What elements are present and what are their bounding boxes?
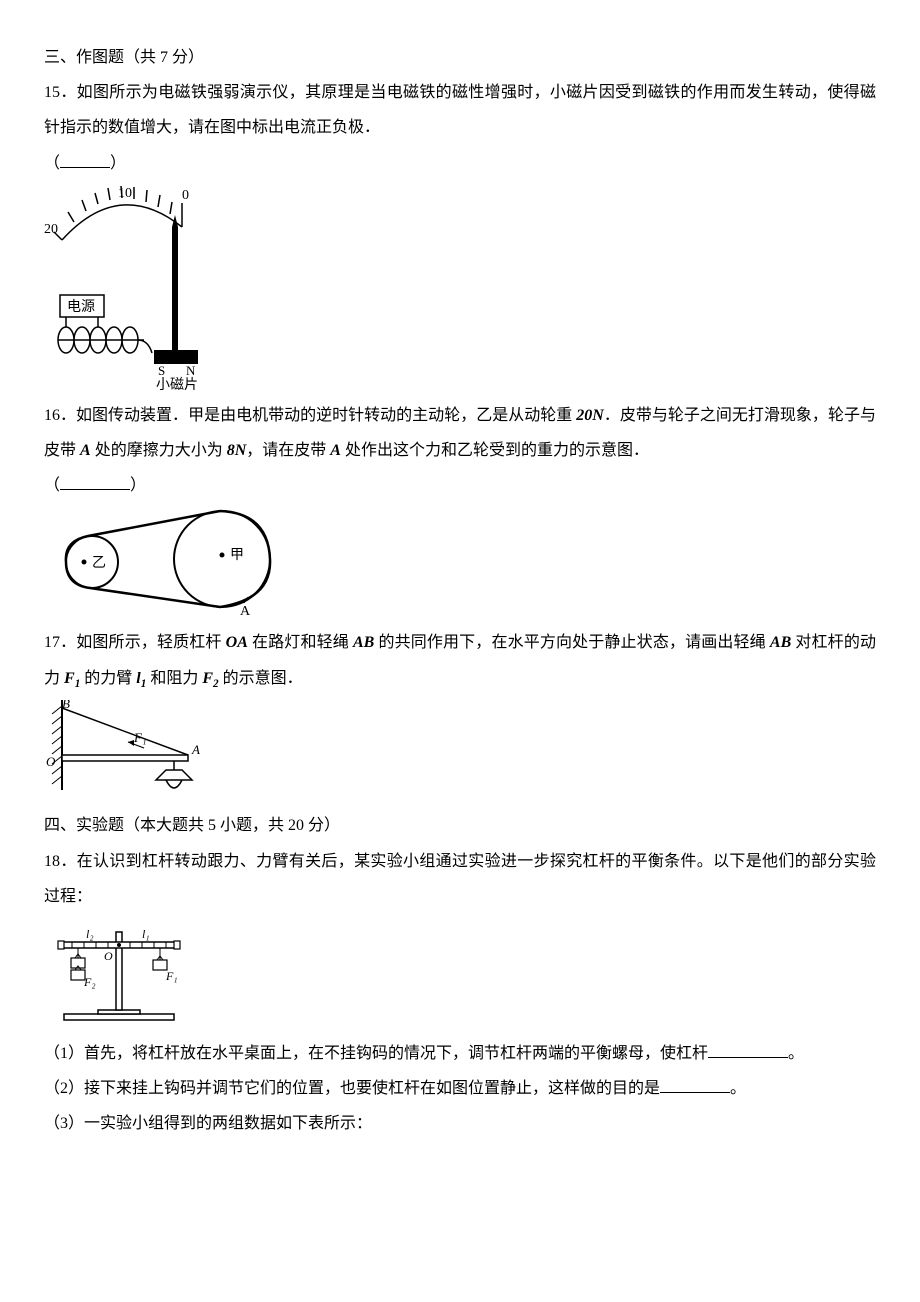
q17-e: 的力臂 [80,670,136,687]
q17-l1: l1 [136,670,146,687]
q15-text: 15．如图所示为电磁铁强弱演示仪，其原理是当电磁铁的磁性增强时，小磁片因受到磁铁… [44,75,876,145]
q17-F2: F2 [202,670,218,687]
q18-2-num: （2） [44,1080,84,1097]
bar-oa [62,755,188,761]
q17-a: 如图所示，轻质杠杆 [76,634,225,651]
q15-body: 如图所示为电磁铁强弱演示仪，其原理是当电磁铁的磁性增强时，小磁片因受到磁铁的作用… [44,84,876,136]
q17-AB1: AB [353,634,374,651]
q15-answer-blank-line: （） [44,146,876,181]
q17-c: 的共同作用下，在水平方向处于静止状态，请画出轻绳 [374,634,770,651]
q18-1-num: （1） [44,1045,84,1062]
magnet-s: S [158,363,165,378]
open-paren: （ [44,477,60,494]
q18-svg: O l₂ l₁ F₂ F₁ [44,918,194,1028]
power-label: 电源 [67,299,95,315]
label-l2: l₂ [86,927,94,941]
label-A: A [191,742,200,757]
needle [172,215,178,350]
q17-g: 的示意图． [219,670,303,687]
q16-text: 16．如图传动装置．甲是由电机带动的逆时针转动的主动轮，乙是从动轮重 20N．皮… [44,398,876,468]
q17-AB2: AB [770,634,791,651]
q16-d: ，请在皮带 [246,442,330,459]
q17-f: 和阻力 [146,670,202,687]
label-F1: F₁ [133,730,146,745]
rope-ab [62,708,188,755]
label-jia: 甲 [230,548,244,563]
section-3-heading: 三、作图题（共 7 分） [44,40,876,75]
q16-a: 如图传动装置．甲是由电机带动的逆时针转动的主动轮，乙是从动轮重 [76,407,576,424]
label-O: O [104,949,113,963]
q16-answer-blank-line: （） [44,468,876,503]
scale-0: 0 [182,188,189,203]
q17-text: 17．如图所示，轻质杠杆 OA 在路灯和轻绳 AB 的共同作用下，在水平方向处于… [44,625,876,696]
q16-svg: 甲 乙 A [44,507,284,617]
scale-10: 10 [118,186,132,201]
section-4-heading: 四、实验题（本大题共 5 小题，共 20 分） [44,808,876,843]
q18-2-blank[interactable] [660,1076,730,1093]
q18-2-period: 。 [730,1080,746,1097]
q16-e: 处作出这个力和乙轮受到的重力的示意图． [341,442,649,459]
q18-a: 在认识到杠杆转动跟力、力臂有关后，某实验小组通过实验进一步探究杠杆的平衡条件。以… [44,853,876,905]
lamp-bulb [166,780,182,788]
magnet-n: N [186,363,196,378]
q18-part3: （3）一实验小组得到的两组数据如下表所示： [44,1106,876,1141]
q18-3-num: （3） [44,1115,84,1132]
q16-20n: 20N [576,407,604,424]
q16-number: 16． [44,407,76,424]
q16-blank[interactable] [60,473,130,490]
lamp-shade [156,770,192,780]
q18-number: 18． [44,853,77,870]
q18-figure: O l₂ l₁ F₂ F₁ [44,918,876,1028]
q16-8n: 8N [227,442,247,459]
label-F2: F₂ [83,975,96,989]
q17-F1: F1 [64,670,80,687]
q18-3-text: 一实验小组得到的两组数据如下表所示： [84,1115,372,1132]
q18-1-period: 。 [788,1045,804,1062]
q17-figure: B O A F₁ [44,700,876,800]
close-paren: ） [130,477,146,494]
q18-1-text: 首先，将杠杆放在水平桌面上，在不挂钩码的情况下，调节杠杆两端的平衡螺母，使杠杆 [84,1045,708,1062]
q18-part1: （1）首先，将杠杆放在水平桌面上，在不挂钩码的情况下，调节杠杆两端的平衡螺母，使… [44,1036,876,1071]
magnet-label: 小磁片 [156,377,198,390]
q17-svg: B O A F₁ [44,700,224,800]
q18-1-blank[interactable] [708,1041,788,1058]
open-paren: （ [44,155,60,172]
label-yi: 乙 [92,555,106,571]
close-paren: ） [110,155,126,172]
magnet-base [154,350,198,364]
label-l1: l₁ [142,927,150,941]
label-B: B [62,700,70,711]
q18-text: 18．在认识到杠杆转动跟力、力臂有关后，某实验小组通过实验进一步探究杠杆的平衡条… [44,844,876,914]
q17-OA: OA [226,634,248,651]
q18-2-text: 接下来挂上钩码并调节它们的位置，也要使杠杆在如图位置静止，这样做的目的是 [84,1080,660,1097]
label-F1: F₁ [165,969,178,983]
q15-figure: 0 10 20 S N 小磁片 电源 [44,185,876,390]
q17-number: 17． [44,634,76,651]
scale-20: 20 [44,222,58,237]
q17-b: 在路灯和轻绳 [248,634,353,651]
q18-part2: （2）接下来挂上钩码并调节它们的位置，也要使杠杆在如图位置静止，这样做的目的是 。 [44,1071,876,1106]
q16-A1: A [80,442,91,459]
q15-number: 15． [44,84,77,101]
q15-svg: 0 10 20 S N 小磁片 电源 [44,185,204,390]
label-A: A [240,604,251,617]
q16-A2: A [330,442,341,459]
q15-blank[interactable] [60,151,110,168]
label-O: O [46,754,56,769]
q16-figure: 甲 乙 A [44,507,876,617]
q16-c: 处的摩擦力大小为 [91,442,227,459]
